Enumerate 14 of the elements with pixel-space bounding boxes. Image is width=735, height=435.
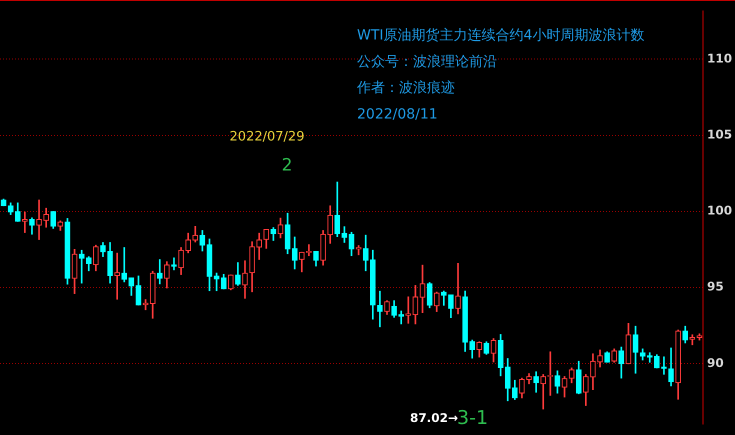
y-tick-label: 90: [707, 356, 724, 370]
text: WTI原油期货主力连续合约4小时周期波浪计数: [357, 28, 644, 44]
annotation: 87.02→: [410, 411, 458, 426]
y-tick-label: 110: [707, 51, 732, 66]
y-tick-label: 100: [707, 204, 732, 218]
y-tick-label: 95: [707, 280, 724, 294]
annotation: 作者：波浪痕迹: [356, 80, 455, 96]
annotation: 3-1: [457, 406, 488, 429]
annotation: 公众号：波浪理论前沿: [357, 54, 497, 70]
candlestick: [36, 200, 42, 240]
annotation: 2022/07/29: [230, 129, 304, 144]
annotation: 2022/08/11: [357, 106, 438, 123]
annotation: 2: [282, 155, 292, 176]
y-tick-label: 105: [707, 127, 732, 142]
